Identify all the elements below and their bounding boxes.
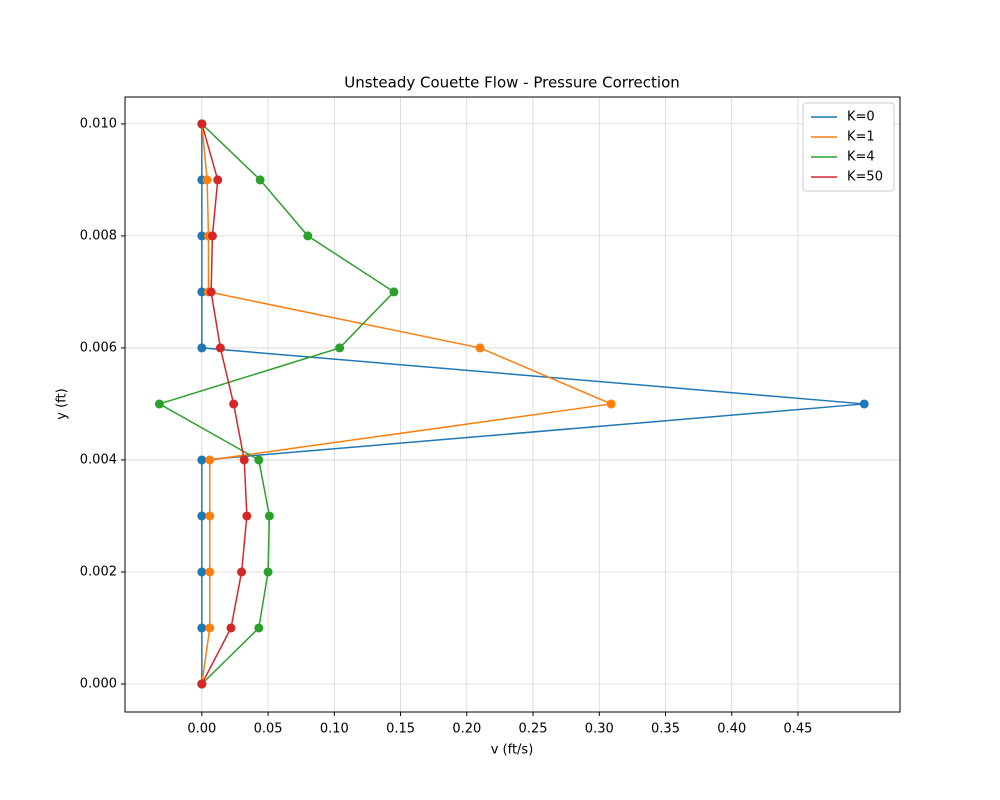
- data-point: [229, 399, 239, 409]
- data-point: [254, 623, 264, 633]
- data-point: [215, 343, 225, 353]
- y-tick-label: 0.004: [80, 452, 117, 467]
- x-tick-label: 0.15: [386, 722, 415, 737]
- y-tick-label: 0.010: [80, 116, 117, 131]
- data-point: [154, 399, 164, 409]
- data-point: [226, 623, 236, 633]
- data-point: [264, 511, 274, 521]
- data-point: [213, 175, 223, 185]
- data-point: [205, 567, 215, 577]
- x-tick-label: 0.10: [320, 722, 349, 737]
- legend: K=0 K=1 K=4 K=50: [802, 102, 895, 192]
- legend-label: K=0: [847, 110, 875, 125]
- y-axis-label: y (ft): [55, 388, 70, 419]
- data-point: [197, 287, 207, 297]
- data-point: [197, 119, 207, 129]
- data-point: [202, 175, 212, 185]
- data-point: [859, 399, 869, 409]
- data-point: [335, 343, 345, 353]
- x-tick-label: 0.35: [651, 722, 680, 737]
- data-point: [303, 231, 313, 241]
- y-tick-label: 0.002: [80, 564, 117, 579]
- data-point: [254, 455, 264, 465]
- data-point: [197, 343, 207, 353]
- data-point: [255, 175, 265, 185]
- data-point: [206, 287, 216, 297]
- data-point: [475, 343, 485, 353]
- data-point: [197, 567, 207, 577]
- data-point: [389, 287, 399, 297]
- data-point: [197, 231, 207, 241]
- x-tick-label: 0.20: [452, 722, 481, 737]
- legend-label: K=50: [847, 170, 883, 185]
- data-point: [239, 455, 249, 465]
- y-tick-label: 0.006: [80, 340, 117, 355]
- x-tick-label: 0.40: [717, 722, 746, 737]
- chart-title: Unsteady Couette Flow - Pressure Correct…: [344, 74, 680, 92]
- data-point: [205, 511, 215, 521]
- data-point: [205, 623, 215, 633]
- x-tick-label: 0.05: [254, 722, 283, 737]
- legend-label: K=1: [847, 130, 875, 145]
- x-tick-label: 0.30: [585, 722, 614, 737]
- data-point: [606, 399, 616, 409]
- data-point: [197, 623, 207, 633]
- x-tick-label: 0.45: [784, 722, 813, 737]
- y-tick-label: 0.008: [80, 228, 117, 243]
- plot: [154, 119, 869, 689]
- y-tick-label: 0.000: [80, 676, 117, 691]
- data-point: [197, 679, 207, 689]
- data-point: [263, 567, 273, 577]
- x-axis-label: v (ft/s): [491, 743, 534, 758]
- data-point: [207, 231, 217, 241]
- grid: [125, 97, 900, 712]
- data-point: [205, 455, 215, 465]
- x-tick-label: 0.25: [519, 722, 548, 737]
- data-point: [197, 455, 207, 465]
- axes-frame: [124, 96, 901, 713]
- legend-label: K=4: [847, 150, 875, 165]
- data-point: [197, 511, 207, 521]
- data-point: [237, 567, 247, 577]
- legend-box: [802, 102, 895, 192]
- data-point: [242, 511, 252, 521]
- x-tick-label: 0.00: [187, 722, 216, 737]
